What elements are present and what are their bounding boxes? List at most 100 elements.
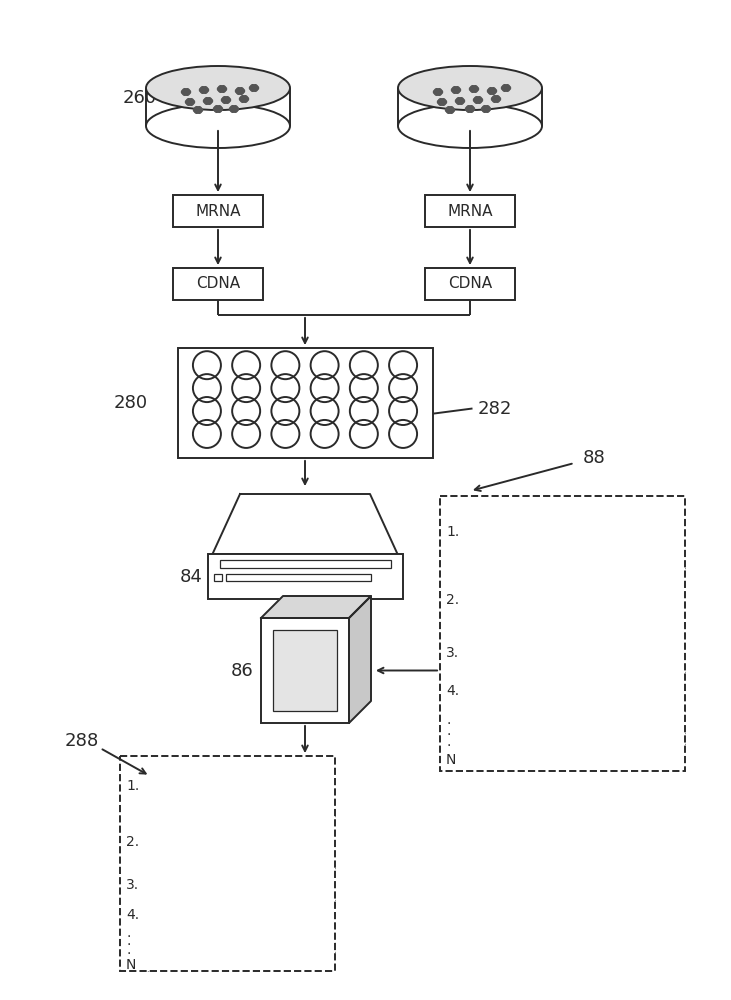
Circle shape [205,98,209,102]
Circle shape [440,100,444,104]
Circle shape [439,90,442,94]
Text: MRNA: MRNA [447,204,493,219]
Circle shape [251,85,255,89]
Circle shape [482,106,487,110]
Circle shape [447,107,451,111]
Circle shape [471,86,474,90]
Circle shape [493,98,497,102]
Circle shape [461,99,464,103]
Polygon shape [261,596,371,618]
Circle shape [191,100,194,104]
Bar [273,630,337,711]
Text: ·: · [446,717,450,731]
Text: ·: · [126,947,130,961]
Bar [120,756,335,971]
Circle shape [485,106,489,110]
Circle shape [203,87,208,91]
Circle shape [495,98,499,102]
Circle shape [185,89,189,93]
Text: 282: 282 [477,399,512,418]
Bar [440,496,685,771]
Circle shape [240,96,245,100]
Circle shape [450,108,455,112]
Bar [208,554,403,599]
Circle shape [473,86,477,90]
Text: 2.: 2. [126,835,139,849]
Ellipse shape [146,104,290,148]
Circle shape [200,88,203,92]
Circle shape [437,89,442,93]
Circle shape [439,99,443,103]
Circle shape [466,107,469,111]
Text: 3.: 3. [126,878,139,892]
Circle shape [231,106,235,110]
Circle shape [188,100,192,104]
Circle shape [445,108,450,112]
Circle shape [471,88,474,92]
Circle shape [476,98,480,102]
Circle shape [203,89,208,93]
Text: N: N [446,753,456,767]
Circle shape [183,91,187,95]
Circle shape [435,91,439,95]
Circle shape [442,101,445,105]
Polygon shape [349,596,371,723]
Ellipse shape [398,104,542,148]
Circle shape [473,88,477,92]
Circle shape [457,98,461,102]
Text: 88: 88 [583,449,605,467]
Bar [225,574,371,581]
Text: CDNA: CDNA [448,276,492,292]
Circle shape [208,99,213,103]
Text: 1.: 1. [446,525,459,539]
Circle shape [474,97,479,101]
Circle shape [230,107,233,111]
Text: ·: · [126,938,130,952]
Circle shape [221,98,226,102]
Circle shape [454,88,458,92]
Circle shape [442,99,445,103]
Text: 1.: 1. [126,779,139,793]
Circle shape [224,98,228,102]
Bar [173,268,263,300]
Circle shape [253,85,257,89]
Circle shape [254,86,259,90]
Circle shape [221,88,225,92]
Circle shape [504,86,508,90]
Bar [178,348,433,458]
Circle shape [455,99,460,103]
Circle shape [491,90,496,94]
Circle shape [455,87,459,91]
Circle shape [488,89,491,93]
Text: CDNA: CDNA [196,276,240,292]
Circle shape [456,88,461,92]
Circle shape [239,90,243,94]
Text: 262: 262 [500,74,534,92]
Circle shape [197,109,201,113]
Circle shape [218,87,221,91]
Circle shape [207,98,211,102]
Circle shape [484,107,488,111]
Circle shape [215,106,219,110]
Circle shape [448,108,452,112]
Circle shape [243,98,247,102]
Circle shape [507,86,510,90]
Circle shape [485,108,489,112]
Circle shape [206,99,210,103]
Circle shape [447,109,451,113]
Circle shape [503,85,507,89]
Circle shape [249,86,254,90]
Circle shape [189,101,193,105]
Circle shape [458,99,462,103]
Circle shape [235,107,238,111]
Circle shape [474,98,477,102]
Circle shape [243,96,247,100]
Circle shape [239,88,243,92]
Circle shape [205,100,209,104]
Text: ·: · [446,739,450,753]
Circle shape [452,89,457,93]
Ellipse shape [146,66,290,110]
Circle shape [186,101,191,105]
Circle shape [235,89,240,93]
Circle shape [189,99,193,103]
